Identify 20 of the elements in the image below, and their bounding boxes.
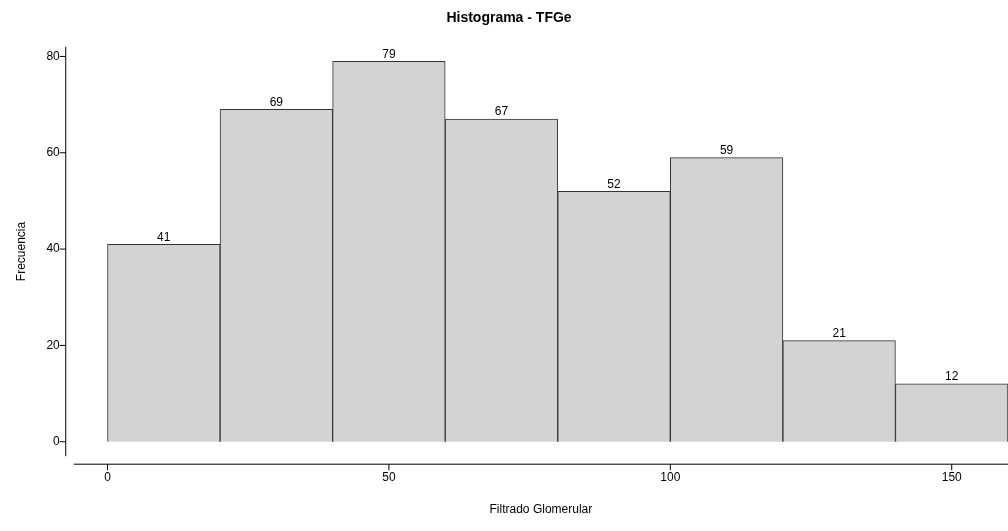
y-axis-title: Frecuencia [13,221,28,282]
x-axis-title: Filtrado Glomerular [489,502,593,517]
data-label: 67 [494,104,509,119]
y-tick-label: 80 [46,48,61,63]
x-tick-label: 100 [660,469,681,484]
chart-title: Histograma - TFGe [446,9,572,26]
data-label: 69 [269,94,284,109]
data-label: 12 [945,369,959,384]
data-label: 41 [157,229,171,244]
data-label: 59 [719,142,734,157]
x-tick-label: 50 [382,469,396,484]
y-tick-label: 0 [53,434,61,449]
data-label: 21 [832,325,847,340]
x-tick-label: 0 [104,469,112,484]
x-tick-label: 150 [941,469,963,484]
y-tick-label: 60 [46,145,61,160]
y-tick-label: 20 [46,337,61,352]
data-label: 79 [382,46,396,61]
data-label: 52 [607,176,622,191]
y-tick-label: 40 [46,241,61,256]
